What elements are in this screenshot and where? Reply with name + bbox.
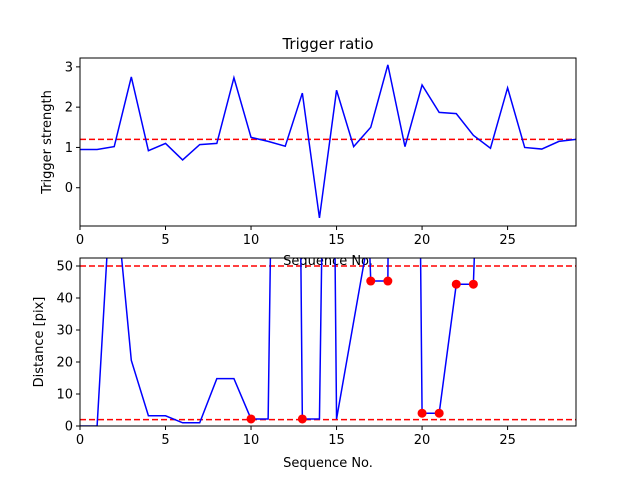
bottom-x-tick-label: 0 [76, 433, 84, 448]
top-x-tick-label: 0 [76, 233, 84, 248]
top-y-tick-label: 2 [65, 101, 73, 116]
bottom-y-tick-label: 50 [56, 260, 73, 275]
top-x-tick-label: 20 [414, 233, 431, 248]
bottom-markers [246, 276, 478, 424]
bottom-marker-point [468, 279, 478, 289]
bottom-x-tick-label: 20 [414, 433, 431, 448]
bottom-x-tick-label: 10 [243, 433, 260, 448]
bottom-chart: 0 5 10 15 20 25 0 10 20 30 40 50 Sequence No. Dist… [32, 257, 577, 471]
bottom-y-tick-label: 30 [56, 324, 73, 339]
top-y-tick-label: 3 [65, 60, 73, 75]
bottom-y-axis-ticks: 0 10 20 30 40 50 [56, 260, 80, 435]
bottom-x-tick-label: 25 [499, 433, 516, 448]
bottom-x-tick-label: 5 [161, 433, 169, 448]
bottom-y-tick-label: 40 [56, 292, 73, 307]
bottom-marker-point [434, 408, 444, 418]
top-x-axis-ticks: 0 5 10 15 20 25 [76, 226, 516, 248]
bottom-y-axis-label: Distance [pix] [32, 297, 47, 388]
bottom-series-line [80, 258, 476, 426]
bottom-x-tick-label: 15 [328, 433, 345, 448]
top-series-line [80, 64, 576, 219]
top-x-tick-label: 10 [243, 233, 260, 248]
top-x-tick-label: 5 [161, 233, 169, 248]
bottom-x-axis-label: Sequence No. [283, 456, 373, 471]
top-y-tick-label: 0 [65, 181, 73, 196]
top-x-tick-label: 15 [328, 233, 345, 248]
bottom-marker-point [297, 414, 307, 424]
top-x-tick-label: 25 [499, 233, 516, 248]
top-plot-frame [79, 57, 577, 227]
top-y-tick-label: 1 [65, 141, 73, 156]
bottom-y-tick-label: 20 [56, 356, 73, 371]
bottom-marker-point [246, 414, 256, 424]
bottom-marker-point [451, 279, 461, 289]
bottom-marker-point [417, 408, 427, 418]
bottom-plot-frame [79, 257, 577, 427]
bottom-marker-point [383, 276, 393, 286]
top-y-axis-label: Trigger strength [40, 90, 55, 195]
top-y-axis-ticks: 0 1 2 3 [65, 60, 80, 196]
bottom-marker-point [366, 276, 376, 286]
top-chart-title: Trigger ratio [281, 35, 373, 53]
bottom-x-axis-ticks: 0 5 10 15 20 25 [76, 426, 516, 448]
bottom-y-tick-label: 0 [65, 420, 73, 435]
bottom-y-tick-label: 10 [56, 388, 73, 403]
